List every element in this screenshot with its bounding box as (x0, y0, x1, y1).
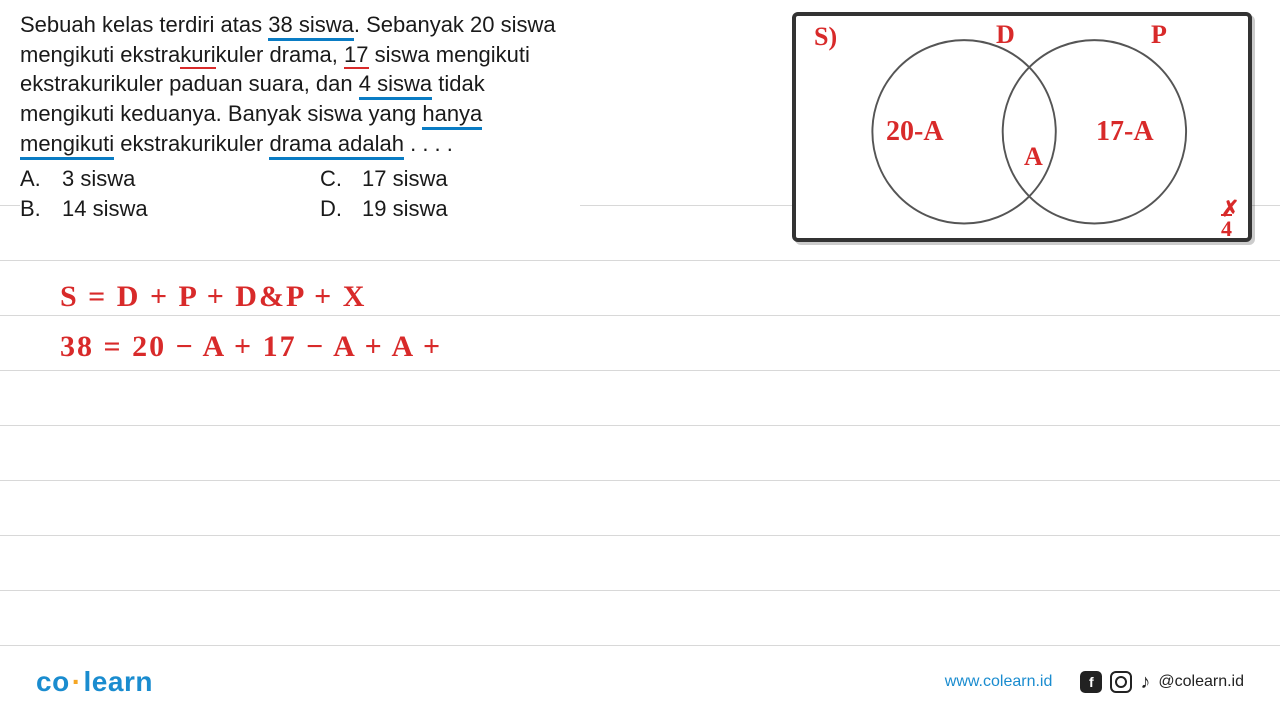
work-line-2: 38 = 20 − A + 17 − A + A + (60, 330, 442, 364)
option-c: C.17 siswa (320, 164, 580, 194)
venn-label-left: 20-A (886, 116, 944, 148)
option-a-text: 3 siswa (62, 164, 135, 194)
handwritten-work: S = D + P + D&P + X 38 = 20 − A + 17 − A… (60, 280, 442, 380)
venn-label-outside-4: 4 (1221, 216, 1232, 242)
work-line-1: S = D + P + D&P + X (60, 280, 442, 314)
facebook-icon: f (1080, 671, 1102, 693)
venn-label-d: D (996, 20, 1015, 50)
logo-learn: learn (84, 666, 153, 697)
option-b: B.14 siswa (20, 194, 280, 224)
option-d: D.19 siswa (320, 194, 580, 224)
question-block: Sebuah kelas terdiri atas 38 siswa. Seba… (20, 10, 580, 224)
option-d-text: 19 siswa (362, 194, 448, 224)
answer-options: A.3 siswa C.17 siswa B.14 siswa D.19 sis… (20, 164, 580, 223)
social-block: f ♪ @colearn.id (1080, 671, 1244, 694)
venn-label-s: S) (814, 22, 837, 52)
tiktok-icon: ♪ (1140, 671, 1150, 694)
logo: co·learn (36, 666, 153, 698)
site-url: www.colearn.id (945, 673, 1053, 691)
venn-label-right: 17-A (1096, 116, 1154, 148)
social-handle: @colearn.id (1158, 673, 1244, 691)
venn-svg (796, 16, 1248, 238)
venn-diagram: S) D P 20-A 17-A A ✗ 4 (792, 12, 1252, 242)
footer: co·learn www.colearn.id f ♪ @colearn.id (0, 666, 1280, 698)
venn-label-mid: A (1024, 142, 1043, 172)
instagram-icon (1110, 671, 1132, 693)
venn-label-p: P (1151, 20, 1167, 50)
option-a: A.3 siswa (20, 164, 280, 194)
logo-co: co (36, 666, 70, 697)
option-b-text: 14 siswa (62, 194, 148, 224)
option-c-text: 17 siswa (362, 164, 448, 194)
question-text: Sebuah kelas terdiri atas 38 siswa. Seba… (20, 10, 580, 158)
